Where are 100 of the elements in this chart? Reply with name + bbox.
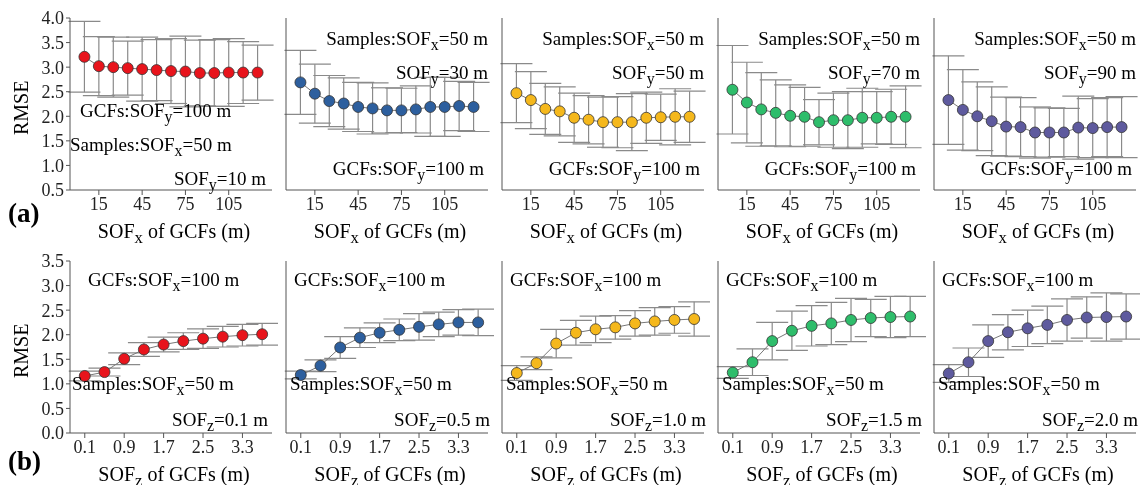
point bbox=[1043, 126, 1056, 139]
point bbox=[942, 94, 955, 106]
x-tick-label: 75 bbox=[824, 193, 843, 214]
point bbox=[740, 96, 753, 109]
point bbox=[354, 331, 366, 344]
x-tick-label: 0.1 bbox=[289, 436, 313, 457]
point bbox=[467, 101, 480, 113]
x-tick-label: 1.7 bbox=[584, 436, 607, 457]
point bbox=[609, 321, 622, 334]
point bbox=[611, 116, 624, 129]
annotation: GCFs:SOF$_{x}$=100 m bbox=[88, 269, 240, 295]
point bbox=[669, 110, 682, 123]
point bbox=[985, 115, 998, 128]
point bbox=[236, 329, 249, 342]
x-tick-label: 15 bbox=[521, 193, 540, 214]
x-tick-label: 0.1 bbox=[721, 436, 745, 457]
annotation: SOF$_{z}$=0.5 m bbox=[394, 409, 490, 435]
y-tick-label: 2.0 bbox=[41, 325, 64, 346]
y-tick-label: 2.0 bbox=[41, 106, 64, 127]
point bbox=[256, 328, 269, 341]
point bbox=[582, 113, 595, 126]
point bbox=[216, 330, 229, 343]
annotation: Samples:SOF$_{x}$=50 m bbox=[326, 28, 488, 54]
annotation: Samples:SOF$_{x}$=50 m bbox=[290, 373, 452, 399]
y-tick-label: 3.0 bbox=[41, 57, 64, 78]
annotation: Samples:SOF$_{x}$=50 m bbox=[70, 134, 232, 160]
x-tick-label: 45 bbox=[133, 193, 152, 214]
point bbox=[453, 100, 466, 112]
x-tick-label: 2.5 bbox=[839, 436, 863, 457]
x-tick-label: 15 bbox=[305, 193, 324, 214]
point bbox=[825, 317, 838, 330]
point bbox=[138, 343, 150, 356]
point bbox=[1014, 121, 1027, 133]
y-tick-label: 0.5 bbox=[41, 398, 64, 419]
y-axis-title: RMSE bbox=[10, 79, 32, 138]
x-tick-label: 105 bbox=[863, 193, 891, 214]
x-tick-label: 75 bbox=[608, 193, 627, 214]
point bbox=[784, 109, 797, 122]
point bbox=[864, 312, 877, 324]
x-axis-title: SOF$_{x}$ of GCFs (m) bbox=[312, 220, 468, 248]
point bbox=[904, 310, 917, 323]
point bbox=[157, 338, 170, 351]
annotation: Samples:SOF$_{x}$=50 m bbox=[758, 28, 920, 54]
point bbox=[118, 352, 131, 365]
x-axis-title: SOF$_{x}$ of GCFs (m) bbox=[528, 220, 684, 248]
point bbox=[845, 314, 857, 326]
point bbox=[688, 313, 701, 325]
y-tick-label: 1.0 bbox=[41, 374, 64, 395]
x-tick-label: 75 bbox=[392, 193, 411, 214]
point bbox=[798, 110, 811, 123]
annotation: GCFs:SOF$_{x}$=100 m bbox=[510, 269, 662, 295]
x-tick-label: 45 bbox=[565, 193, 584, 214]
point bbox=[409, 103, 422, 116]
point bbox=[314, 359, 327, 372]
point bbox=[668, 314, 681, 326]
annotation: Samples:SOF$_{x}$=50 m bbox=[542, 28, 704, 54]
x-tick-label: 75 bbox=[176, 193, 195, 214]
x-tick-label: 2.5 bbox=[623, 436, 647, 457]
x-tick-label: 15 bbox=[953, 193, 972, 214]
point bbox=[337, 97, 350, 110]
point bbox=[413, 320, 425, 333]
point bbox=[395, 104, 408, 117]
annotation: SOF$_{y}$=10 m bbox=[173, 168, 266, 194]
x-tick-label: 15 bbox=[89, 193, 108, 214]
annotation: SOF$_{z}$=1.0 m bbox=[610, 409, 706, 435]
annotation: GCFs:SOF$_{y}$=100 m bbox=[332, 158, 484, 184]
x-tick-label: 2.5 bbox=[407, 436, 431, 457]
point bbox=[769, 106, 782, 119]
point bbox=[1057, 126, 1070, 139]
point bbox=[165, 65, 177, 77]
x-tick-label: 3.3 bbox=[231, 436, 254, 457]
y-tick-label: 0.5 bbox=[41, 180, 64, 201]
y-axis-title: RMSE bbox=[10, 322, 32, 381]
point bbox=[424, 101, 437, 113]
x-tick-label: 1.7 bbox=[368, 436, 391, 457]
point bbox=[568, 111, 581, 124]
point bbox=[352, 101, 365, 113]
point bbox=[366, 102, 379, 115]
point bbox=[982, 335, 995, 347]
x-tick-label: 45 bbox=[349, 193, 368, 214]
point bbox=[251, 66, 264, 79]
point bbox=[805, 319, 818, 332]
x-tick-label: 105 bbox=[215, 193, 243, 214]
point bbox=[766, 335, 779, 347]
point bbox=[962, 356, 975, 369]
x-tick-label: 0.9 bbox=[328, 436, 352, 457]
y-tick-label: 3.0 bbox=[41, 275, 64, 296]
x-tick-label: 0.1 bbox=[505, 436, 529, 457]
point bbox=[640, 111, 653, 124]
annotation: SOF$_{z}$=0.1 m bbox=[172, 409, 268, 435]
point bbox=[1061, 314, 1073, 326]
x-axis-title: SOF$_{x}$ of GCFs (m) bbox=[744, 220, 900, 248]
point bbox=[432, 318, 445, 331]
point bbox=[550, 337, 563, 350]
point bbox=[570, 326, 582, 339]
point bbox=[648, 315, 661, 328]
point bbox=[726, 83, 739, 96]
annotation: Samples:SOF$_{x}$=50 m bbox=[506, 373, 668, 399]
point bbox=[334, 341, 347, 354]
annotation: SOF$_{y}$=90 m bbox=[1043, 62, 1136, 88]
